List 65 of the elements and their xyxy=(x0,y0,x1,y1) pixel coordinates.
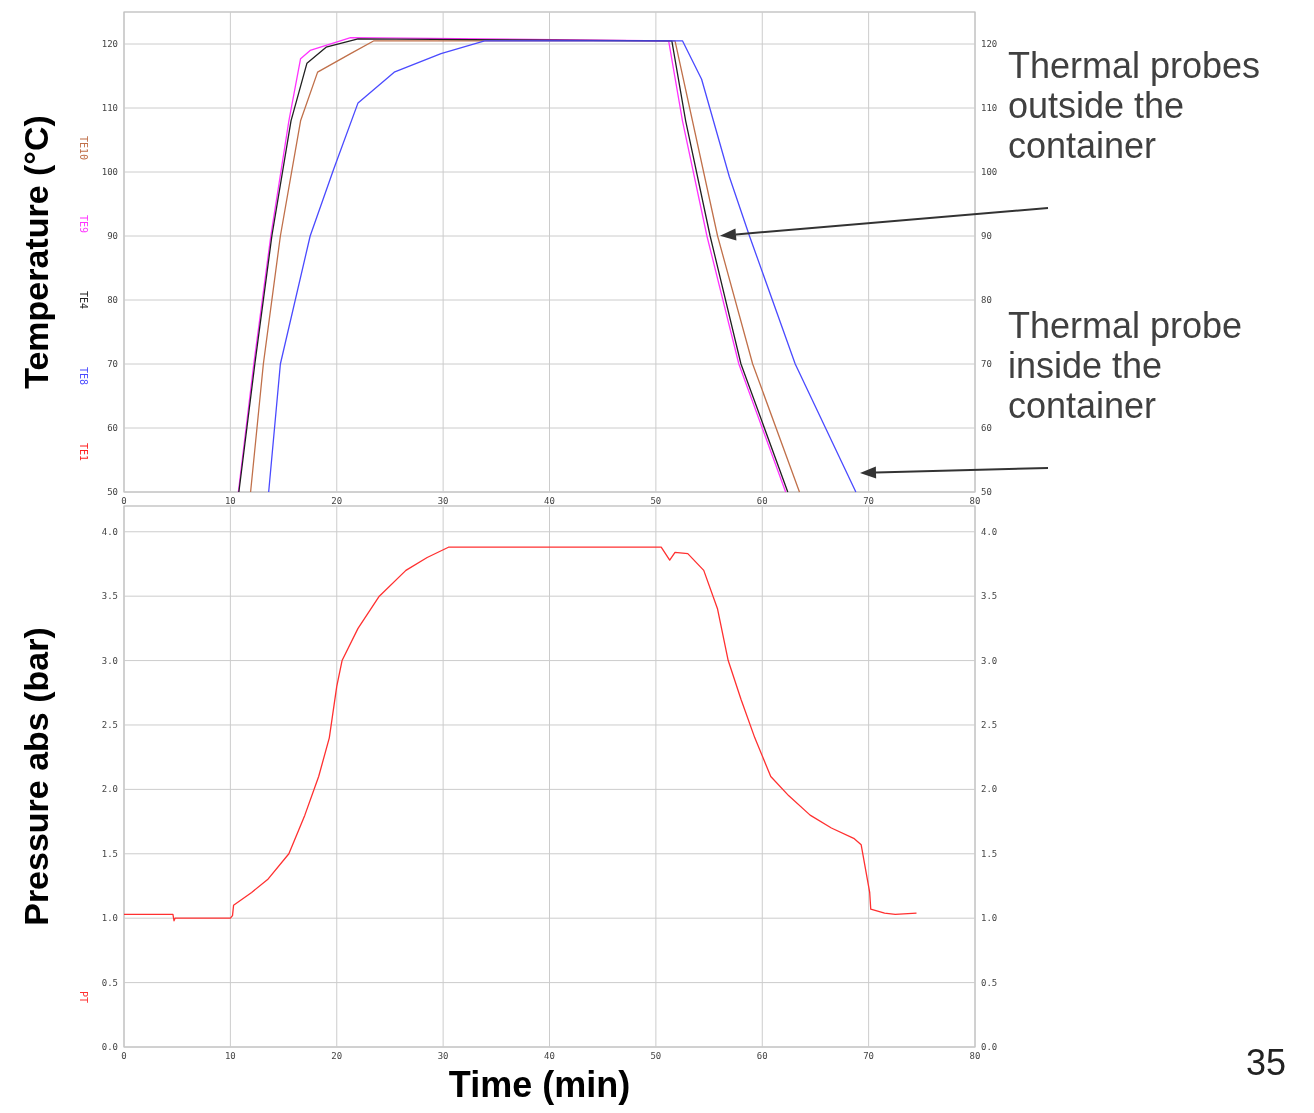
y-tick-label: 2.0 xyxy=(101,784,118,795)
x-tick-label: 20 xyxy=(331,1051,343,1061)
y-tick-label: 0.5 xyxy=(101,977,118,988)
y2-tick-label: 120 xyxy=(981,39,998,49)
text: 35 xyxy=(1245,1042,1286,1083)
legend-label: TE1 xyxy=(78,442,89,462)
y-tick-label: 100 xyxy=(101,167,118,177)
y2-tick-label: 0.5 xyxy=(981,977,998,988)
y-tick-label: 1.5 xyxy=(101,848,118,859)
y2-tick-label: 110 xyxy=(981,103,998,113)
y-tick-label: 110 xyxy=(101,103,118,113)
y2-tick-label: 70 xyxy=(981,359,992,369)
x-tick-label: 70 xyxy=(863,1051,875,1061)
y-tick-label: 80 xyxy=(107,295,118,305)
text: PT xyxy=(78,990,89,1004)
x-tick-label: 60 xyxy=(756,496,768,506)
y2-tick-label: 50 xyxy=(981,487,992,497)
y2-tick-label: 0.0 xyxy=(981,1042,998,1052)
text: TE8 xyxy=(78,366,89,386)
x-tick-label: 40 xyxy=(544,1051,555,1061)
y-tick-label: 3.5 xyxy=(101,591,118,602)
x-tick-label: 10 xyxy=(224,1051,236,1061)
text: Thermal probe inside the container xyxy=(1008,305,1243,426)
y-tick-label: 3.0 xyxy=(101,655,118,666)
y-tick-label: 60 xyxy=(107,423,118,433)
y-tick-label: 120 xyxy=(101,39,118,49)
x-tick-label: 30 xyxy=(437,1051,449,1061)
x-tick-label: 80 xyxy=(969,496,981,506)
y-tick-label: 70 xyxy=(107,359,118,369)
y2-tick-label: 1.0 xyxy=(981,913,998,924)
text: TE9 xyxy=(78,214,89,234)
x-tick-label: 10 xyxy=(224,496,236,506)
y2-tick-label: 80 xyxy=(981,295,992,305)
text: Thermal probes outside the container xyxy=(1008,45,1261,166)
text: TE10 xyxy=(78,135,89,161)
x-tick-label: 80 xyxy=(969,1051,981,1061)
y-axis-title: Temperature (°C) xyxy=(17,115,55,389)
y-tick-label: 90 xyxy=(107,231,118,241)
y-tick-label: 4.0 xyxy=(101,526,118,537)
x-tick-label: 60 xyxy=(756,1051,768,1061)
y2-tick-label: 100 xyxy=(981,167,998,177)
x-tick-label: 50 xyxy=(650,1051,662,1061)
y2-tick-label: 3.0 xyxy=(981,655,998,666)
y2-tick-label: 2.0 xyxy=(981,784,998,795)
y2-tick-label: 4.0 xyxy=(981,526,998,537)
x-tick-label: 70 xyxy=(863,496,875,506)
y-tick-label: 1.0 xyxy=(101,913,118,924)
x-axis-title: Time (min) xyxy=(448,1064,631,1105)
y-tick-label: 2.5 xyxy=(101,719,118,730)
y2-tick-label: 2.5 xyxy=(981,719,998,730)
y2-tick-label: 1.5 xyxy=(981,848,998,859)
x-tick-label: 40 xyxy=(544,496,555,506)
x-tick-label: 50 xyxy=(650,496,662,506)
y-axis-title: Pressure abs (bar) xyxy=(17,627,55,926)
y2-tick-label: 3.5 xyxy=(981,591,998,602)
y-tick-label: 50 xyxy=(107,487,118,497)
y2-tick-label: 60 xyxy=(981,423,992,433)
y-tick-label: 0.0 xyxy=(101,1042,118,1052)
line-series xyxy=(123,546,918,922)
x-tick-label: 0 xyxy=(121,1051,127,1061)
x-tick-label: 20 xyxy=(331,496,343,506)
x-tick-label: 30 xyxy=(437,496,449,506)
text: TE4 xyxy=(78,290,89,310)
y2-tick-label: 90 xyxy=(981,231,992,241)
x-tick-label: 0 xyxy=(121,496,127,506)
